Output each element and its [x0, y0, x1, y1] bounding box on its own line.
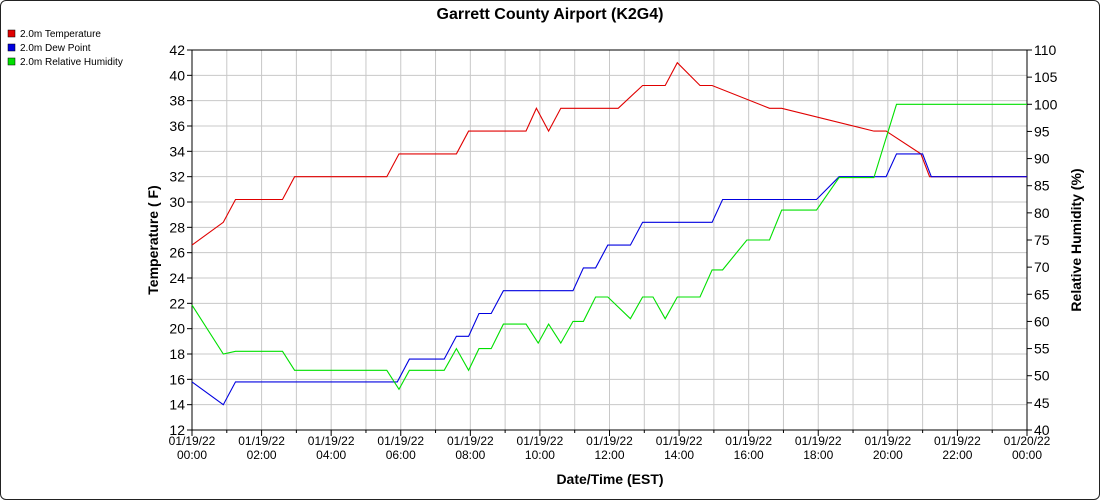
- x-tick-label: 01/19/22 02:00: [238, 434, 285, 462]
- legend-label: 2.0m Relative Humidity: [20, 57, 123, 68]
- y2-tick-label: 100: [1034, 96, 1058, 112]
- legend-swatch: [7, 29, 16, 38]
- y2-tick-label: 90: [1034, 151, 1050, 167]
- y-tick-label: 42: [169, 42, 185, 58]
- y-axis-left: 12 14 16 18 20 22 24 26 28 30 32 34 36 38 40 42: [169, 42, 192, 438]
- y-tick-label: 24: [169, 270, 185, 286]
- x-tick-label: 01/19/22 00:00: [169, 434, 216, 462]
- y2-tick-label: 55: [1034, 341, 1050, 357]
- y-tick-label: 14: [169, 397, 185, 413]
- series-group: [191, 61, 1027, 406]
- x-tick-label: 01/19/22 16:00: [725, 434, 772, 462]
- y2-tick-label: 50: [1034, 368, 1050, 384]
- y-tick-label: 34: [169, 143, 185, 159]
- series-line-3: [191, 103, 1027, 391]
- x-tick-label: 01/19/22 10:00: [517, 434, 564, 462]
- y2-tick-label: 70: [1034, 259, 1050, 275]
- grid: [191, 49, 1028, 431]
- legend-label: 2.0m Dew Point: [20, 43, 91, 54]
- y2-tick-label: 105: [1034, 69, 1058, 85]
- x-tick-label: 01/19/22 14:00: [656, 434, 703, 462]
- x-tick-label: 01/20/22 00:00: [1004, 434, 1051, 462]
- x-tick-label: 01/19/22 06:00: [377, 434, 424, 462]
- y-axis-title: Temperature ( F): [145, 185, 161, 294]
- y2-tick-label: 40: [1034, 422, 1050, 438]
- x-tick-label: 01/19/22 22:00: [934, 434, 981, 462]
- x-axis-title: Date/Time (EST): [556, 471, 663, 487]
- y-tick-label: 38: [169, 93, 185, 109]
- legend-swatch: [7, 43, 16, 52]
- y-tick-label: 36: [169, 118, 185, 134]
- y2-tick-label: 65: [1034, 286, 1050, 302]
- y-tick-label: 26: [169, 245, 185, 261]
- y-tick-label: 28: [169, 219, 185, 235]
- y2-tick-label: 60: [1034, 313, 1050, 329]
- legend-swatch: [7, 57, 16, 66]
- x-tick-label: 01/19/22 08:00: [447, 434, 494, 462]
- y2-tick-label: 95: [1034, 123, 1050, 139]
- x-tick-label: 01/19/22 18:00: [795, 434, 842, 462]
- legend-label: 2.0m Temperature: [20, 29, 101, 40]
- series-line-2: [191, 153, 1027, 406]
- y2-axis-title: Relative Humidity (%): [1068, 168, 1084, 311]
- y-tick-label: 30: [169, 194, 185, 210]
- y-tick-label: 16: [169, 371, 185, 387]
- chart-title: Garrett County Airport (K2G4): [437, 6, 664, 23]
- y-tick-label: 20: [169, 321, 185, 337]
- y-axis-right: 40 45 50 55 60 65 70 75 80 85 90 95 100 105 110: [1027, 42, 1058, 438]
- y-tick-label: 32: [169, 169, 185, 185]
- legend: 2.0m Temperature 2.0m Dew Point 2.0m Relat…: [7, 29, 123, 68]
- x-tick-label: 01/19/22 12:00: [586, 434, 633, 462]
- y2-tick-label: 85: [1034, 178, 1050, 194]
- y2-tick-label: 110: [1034, 42, 1057, 58]
- x-axis: 01/19/22 00:00 01/19/22 02:00 01/19/22 04:00 0…: [169, 430, 1051, 462]
- x-tick-label: 01/19/22 04:00: [308, 434, 355, 462]
- y-tick-label: 22: [169, 295, 185, 311]
- y2-tick-label: 80: [1034, 205, 1050, 221]
- series-line-1: [191, 61, 1027, 246]
- y-tick-label: 18: [169, 346, 185, 362]
- y2-tick-label: 75: [1034, 232, 1050, 248]
- y-tick-label: 40: [169, 67, 185, 83]
- y-tick-label: 12: [169, 422, 185, 438]
- y2-tick-label: 45: [1034, 395, 1050, 411]
- x-tick-label: 01/19/22 20:00: [864, 434, 911, 462]
